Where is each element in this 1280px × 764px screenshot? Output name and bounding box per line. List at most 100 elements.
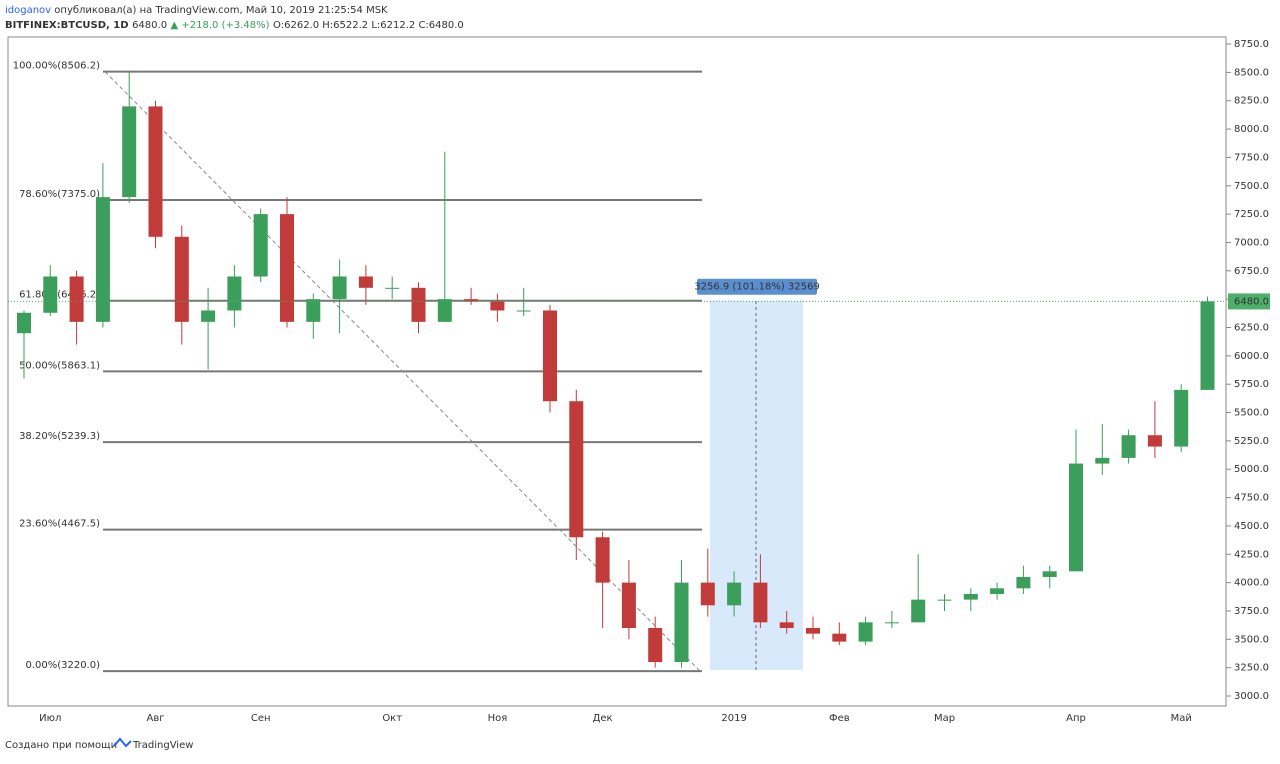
x-tick-label: Дек xyxy=(593,713,613,724)
candle-body xyxy=(621,582,636,628)
last-price-label: 6480.0 xyxy=(1234,296,1269,307)
candle-body xyxy=(1016,576,1031,589)
ohlc: O:6262.0 H:6522.2 L:6212.2 C:6480.0 xyxy=(273,20,464,31)
fib-label: 78.60%(7375.0) xyxy=(19,189,100,200)
candle-body xyxy=(1147,435,1162,447)
y-tick-label: 8750.0 xyxy=(1234,39,1269,50)
last: 6480.0 xyxy=(132,20,167,31)
candle-body xyxy=(674,582,689,663)
y-tick-label: 6750.0 xyxy=(1234,266,1269,277)
x-tick-label: Авг xyxy=(147,713,165,724)
y-tick-label: 6250.0 xyxy=(1234,323,1269,334)
symbol-line: BITFINEX:BTCUSD, 1D 6480.0 ▲ +218.0 (+3.… xyxy=(5,20,464,31)
footer-text: Создано при помощи xyxy=(5,740,117,751)
brand-icon xyxy=(113,737,132,748)
candle-body xyxy=(753,582,768,623)
y-tick-label: 3750.0 xyxy=(1234,606,1269,617)
y-tick-label: 8250.0 xyxy=(1234,96,1269,107)
measure-label-box xyxy=(697,278,817,295)
candle-body xyxy=(727,582,742,606)
candle-body xyxy=(280,214,294,322)
symbol: BITFINEX:BTCUSD, 1D xyxy=(5,20,129,31)
candle-body xyxy=(227,276,242,311)
x-tick-label: Ноя xyxy=(488,713,508,724)
y-tick-label: 5500.0 xyxy=(1234,408,1269,419)
y-tick-label: 4250.0 xyxy=(1234,549,1269,560)
published: опубликовал(а) на TradingView.com, Май 1… xyxy=(54,5,388,16)
candle-body xyxy=(569,401,584,538)
y-tick-label: 5750.0 xyxy=(1234,379,1269,390)
candle-body xyxy=(174,236,189,322)
author[interactable]: idoganov xyxy=(5,5,51,16)
fib-label: 0.00%(3220.0) xyxy=(25,660,100,671)
candle-body xyxy=(832,633,847,642)
fib-label: 61.80%(6486.2) xyxy=(19,290,100,301)
candle-body xyxy=(963,593,978,600)
y-tick-label: 3000.0 xyxy=(1234,691,1269,702)
candle-body xyxy=(437,299,452,322)
candle-body xyxy=(1095,457,1110,464)
y-tick-label: 4750.0 xyxy=(1234,493,1269,504)
y-tick-label: 5000.0 xyxy=(1234,464,1269,475)
y-tick-label: 7750.0 xyxy=(1234,152,1269,163)
candle-body xyxy=(543,310,557,402)
x-tick-label: Май xyxy=(1171,713,1192,724)
candle-body xyxy=(490,301,505,311)
candle-body xyxy=(990,588,1005,594)
x-tick-label: Мар xyxy=(934,713,955,724)
y-tick-label: 7000.0 xyxy=(1234,237,1269,248)
candle-body xyxy=(884,622,899,624)
y-tick-label: 7250.0 xyxy=(1234,209,1269,220)
candle-body xyxy=(911,599,926,623)
last-price-box xyxy=(1228,293,1270,310)
candle-body xyxy=(201,310,216,322)
y-tick-label: 8000.0 xyxy=(1234,124,1269,135)
x-tick-label: 2019 xyxy=(721,713,746,724)
x-tick-label: Июл xyxy=(39,713,61,724)
candle-body xyxy=(464,299,479,302)
y-tick-label: 7500.0 xyxy=(1234,181,1269,192)
candle-body xyxy=(385,287,400,289)
candle-body xyxy=(148,106,163,237)
candle-body xyxy=(253,214,268,277)
change: ▲ +218.0 (+3.48%) xyxy=(171,20,270,31)
footer-brand[interactable]: TradingView xyxy=(132,740,193,751)
measure-label: 3256.9 (101.18%) 32569 xyxy=(694,282,819,293)
candle-body xyxy=(332,276,347,300)
y-tick-label: 4000.0 xyxy=(1234,578,1269,589)
fib-label: 50.00%(5863.1) xyxy=(19,360,100,371)
candle-body xyxy=(358,276,373,288)
fib-label: 38.20%(5239.3) xyxy=(19,431,100,442)
candle-body xyxy=(411,287,426,322)
fib-label: 100.00%(8506.2) xyxy=(13,61,100,72)
candle-body xyxy=(595,537,610,583)
candle-body xyxy=(779,622,794,628)
candle-body xyxy=(1174,389,1189,447)
candle-body xyxy=(1042,571,1057,577)
y-tick-label: 8500.0 xyxy=(1234,67,1269,78)
header-line: idoganov опубликовал(а) на TradingView.c… xyxy=(5,5,388,16)
x-tick-label: Сен xyxy=(251,713,271,724)
candle-body xyxy=(1121,435,1136,458)
y-tick-label: 6000.0 xyxy=(1234,351,1269,362)
y-tick-label: 3500.0 xyxy=(1234,634,1269,645)
x-tick-label: Окт xyxy=(382,713,402,724)
candle-body xyxy=(95,197,110,322)
candle-body xyxy=(306,299,321,322)
candle-body xyxy=(1200,301,1215,390)
y-tick-label: 5250.0 xyxy=(1234,436,1269,447)
candle-body xyxy=(43,276,58,313)
fib-label: 23.60%(4467.5) xyxy=(19,519,100,530)
candle-body xyxy=(516,310,531,312)
candle-body xyxy=(937,599,952,601)
candle-body xyxy=(1069,463,1083,572)
candle-body xyxy=(806,627,820,634)
candle-body xyxy=(648,627,663,663)
candle-body xyxy=(69,276,84,322)
candle-body xyxy=(17,312,31,334)
candle-body xyxy=(858,622,873,642)
y-tick-label: 3250.0 xyxy=(1234,663,1269,674)
x-tick-label: Апр xyxy=(1066,713,1086,724)
candle-body xyxy=(122,106,137,198)
